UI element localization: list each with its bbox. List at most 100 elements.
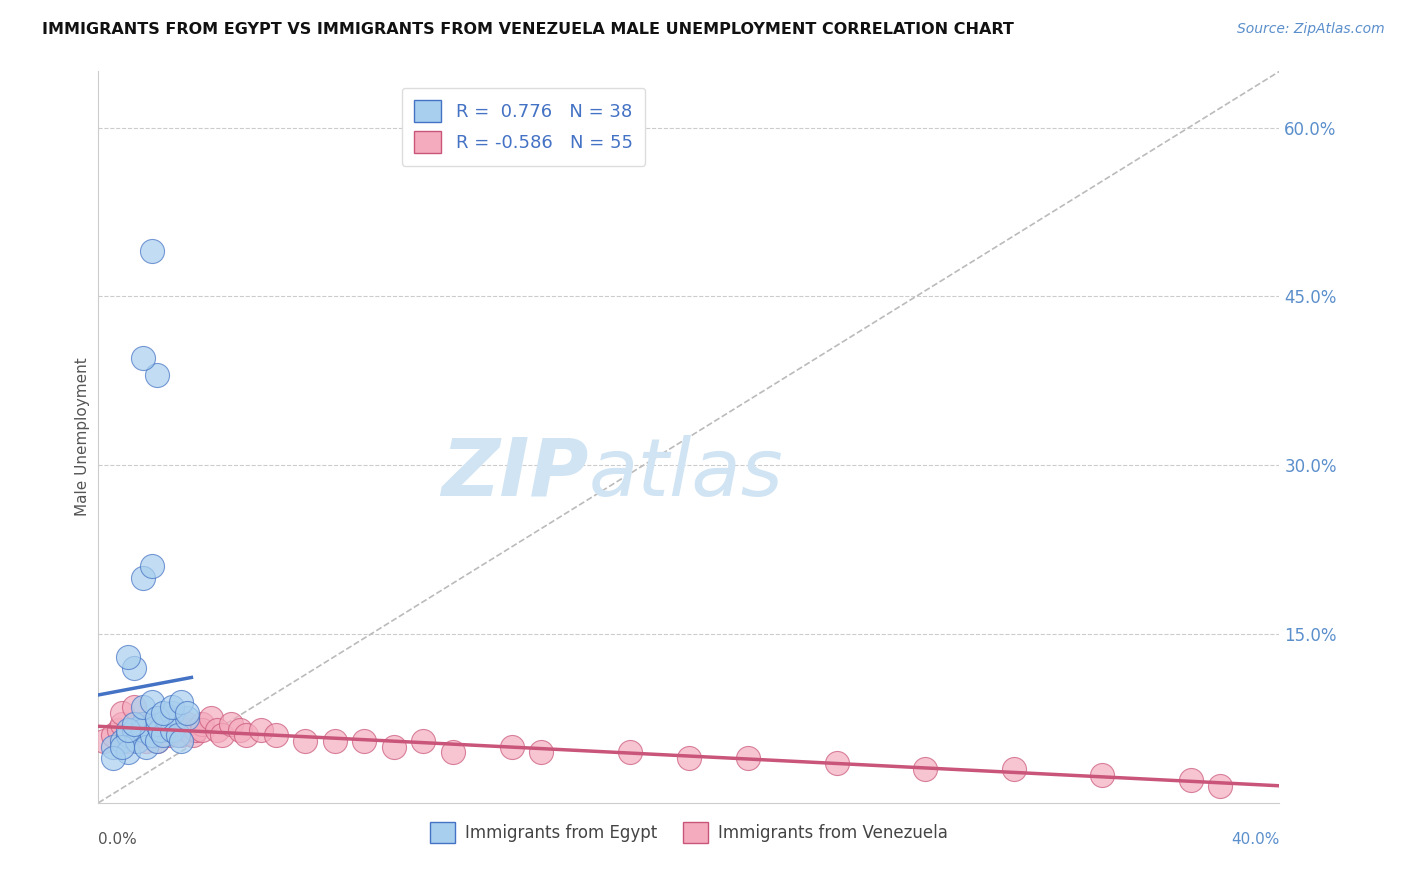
Point [235,728,257,742]
Point [141,244,163,259]
Text: atlas: atlas [589,434,783,513]
Point [146,711,169,725]
Point [141,694,163,708]
Point [146,368,169,383]
Point [111,706,134,720]
Point [250,723,273,737]
Point [170,728,193,742]
Point [132,723,155,737]
Point [412,734,434,748]
Point [103,739,125,754]
Point [132,700,155,714]
Point [157,728,180,742]
Point [132,571,155,585]
Point [176,706,198,720]
Point [117,734,139,748]
Point [162,723,183,737]
Point [441,745,464,759]
Text: Source: ZipAtlas.com: Source: ZipAtlas.com [1237,22,1385,37]
Point [111,734,134,748]
Point [149,723,172,737]
Point [122,723,145,737]
Point [155,723,177,737]
Point [176,717,198,731]
Point [382,739,405,754]
Point [211,728,233,742]
Point [143,723,166,737]
Point [117,649,139,664]
Point [122,717,145,731]
Text: 0.0%: 0.0% [98,832,138,847]
Point [152,706,174,720]
Point [122,661,145,675]
Point [162,700,183,714]
Point [146,717,169,731]
Point [501,739,523,754]
Point [170,694,193,708]
Text: IMMIGRANTS FROM EGYPT VS IMMIGRANTS FROM VENEZUELA MALE UNEMPLOYMENT CORRELATION: IMMIGRANTS FROM EGYPT VS IMMIGRANTS FROM… [42,22,1014,37]
Text: ZIP: ZIP [441,434,589,513]
Point [176,711,198,725]
Point [167,717,190,731]
Point [167,728,190,742]
Point [1002,762,1025,776]
Point [132,351,155,366]
Point [162,706,183,720]
Point [191,723,214,737]
Point [229,723,252,737]
Point [122,723,145,737]
Point [111,717,134,731]
Point [825,756,848,771]
Point [152,717,174,731]
Point [181,728,204,742]
Point [353,734,375,748]
Point [678,751,700,765]
Point [141,717,163,731]
Point [1180,773,1202,788]
Point [135,739,157,754]
Point [125,734,148,748]
Point [184,723,207,737]
Point [619,745,641,759]
Point [162,723,183,737]
Point [146,728,169,742]
Point [117,728,139,742]
Point [294,734,316,748]
Point [205,723,228,737]
Point [141,728,163,742]
Point [1209,779,1232,793]
Text: 40.0%: 40.0% [1232,832,1279,847]
Point [530,745,553,759]
Point [146,734,169,748]
Point [132,723,155,737]
Point [152,728,174,742]
Point [162,711,183,725]
Y-axis label: Male Unemployment: Male Unemployment [75,358,90,516]
Point [125,717,148,731]
Point [737,751,759,765]
Point [122,700,145,714]
Point [93,734,115,748]
Point [221,717,243,731]
Point [141,559,163,574]
Point [117,728,139,742]
Point [108,723,131,737]
Point [200,711,222,725]
Point [132,728,155,742]
Point [111,739,134,754]
Point [155,711,177,725]
Point [135,734,157,748]
Point [103,728,125,742]
Point [117,723,139,737]
Point [1091,767,1114,781]
Point [191,717,214,731]
Point [117,745,139,759]
Point [264,728,287,742]
Point [176,723,198,737]
Point [914,762,936,776]
Point [323,734,346,748]
Point [146,734,169,748]
Point [132,717,155,731]
Point [103,751,125,765]
Point [170,734,193,748]
